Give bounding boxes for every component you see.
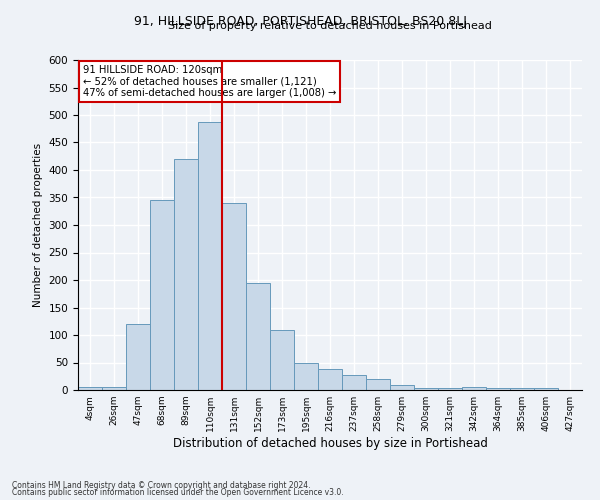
Bar	[414, 388, 438, 390]
Text: Contains public sector information licensed under the Open Government Licence v3: Contains public sector information licen…	[12, 488, 344, 497]
Bar	[294, 362, 318, 390]
Bar	[126, 324, 150, 390]
Bar	[534, 388, 558, 390]
Bar	[174, 159, 198, 390]
Bar	[102, 387, 126, 390]
Bar	[510, 388, 534, 390]
Bar	[222, 203, 246, 390]
X-axis label: Distribution of detached houses by size in Portishead: Distribution of detached houses by size …	[173, 437, 487, 450]
Bar	[366, 379, 390, 390]
Bar	[150, 200, 174, 390]
Text: Contains HM Land Registry data © Crown copyright and database right 2024.: Contains HM Land Registry data © Crown c…	[12, 480, 311, 490]
Title: Size of property relative to detached houses in Portishead: Size of property relative to detached ho…	[168, 22, 492, 32]
Bar	[198, 122, 222, 390]
Bar	[246, 283, 270, 390]
Text: 91, HILLSIDE ROAD, PORTISHEAD, BRISTOL, BS20 8LJ: 91, HILLSIDE ROAD, PORTISHEAD, BRISTOL, …	[134, 15, 466, 28]
Bar	[438, 388, 462, 390]
Text: 91 HILLSIDE ROAD: 120sqm
← 52% of detached houses are smaller (1,121)
47% of sem: 91 HILLSIDE ROAD: 120sqm ← 52% of detach…	[83, 65, 337, 98]
Bar	[390, 384, 414, 390]
Y-axis label: Number of detached properties: Number of detached properties	[33, 143, 43, 307]
Bar	[78, 387, 102, 390]
Bar	[462, 387, 486, 390]
Bar	[486, 388, 510, 390]
Bar	[318, 369, 342, 390]
Bar	[270, 330, 294, 390]
Bar	[342, 375, 366, 390]
